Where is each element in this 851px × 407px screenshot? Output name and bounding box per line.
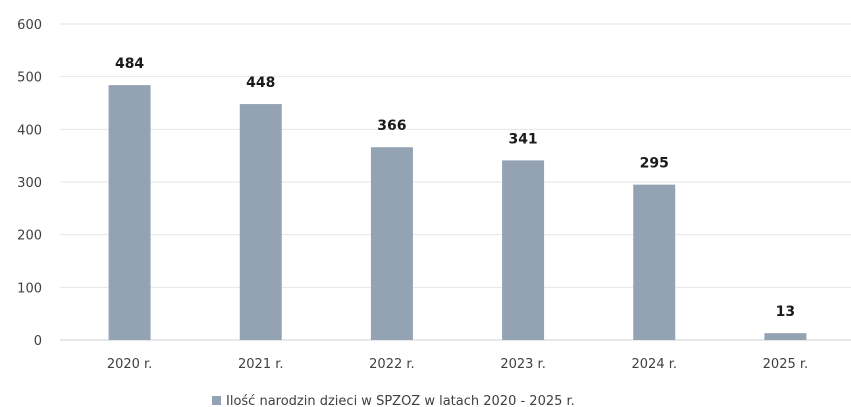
bar xyxy=(239,104,282,340)
data-label: 448 xyxy=(246,75,275,91)
x-tick-label: 2023 r. xyxy=(500,357,546,372)
y-axis-ticks: 0 100 200 300 400 500 600 xyxy=(17,18,42,349)
x-tick-label: 2022 r. xyxy=(369,357,415,372)
bars xyxy=(108,85,807,341)
x-tick-label: 2020 r. xyxy=(107,357,153,372)
y-tick-label: 400 xyxy=(17,123,42,138)
y-tick-label: 100 xyxy=(17,281,42,296)
bar xyxy=(633,184,676,340)
y-tick-label: 0 xyxy=(34,334,42,349)
y-tick-label: 600 xyxy=(17,18,42,33)
y-tick-label: 200 xyxy=(17,229,42,244)
data-label: 341 xyxy=(508,131,537,147)
legend: Ilość narodzin dzieci w SPZOZ w latach 2… xyxy=(212,394,575,407)
x-tick-label: 2025 r. xyxy=(763,357,809,372)
x-axis-ticks: 2020 r. 2021 r. 2022 r. 2023 r. 2024 r. 2025 … xyxy=(107,357,808,372)
y-tick-label: 300 xyxy=(17,176,42,191)
bar xyxy=(764,333,807,340)
data-label: 295 xyxy=(640,156,669,172)
x-tick-label: 2024 r. xyxy=(632,357,678,372)
bar xyxy=(370,147,413,340)
bar xyxy=(502,160,545,340)
x-tick-label: 2021 r. xyxy=(238,357,284,372)
y-tick-label: 500 xyxy=(17,71,42,86)
grid-lines xyxy=(60,23,851,341)
legend-label: Ilość narodzin dzieci w SPZOZ w latach 2… xyxy=(226,394,575,407)
data-label: 366 xyxy=(377,118,406,134)
bar xyxy=(108,85,151,341)
legend-swatch xyxy=(212,396,221,405)
data-labels: 484 448 366 341 295 13 xyxy=(115,56,795,320)
data-label: 484 xyxy=(115,56,144,72)
data-label: 13 xyxy=(776,304,795,320)
